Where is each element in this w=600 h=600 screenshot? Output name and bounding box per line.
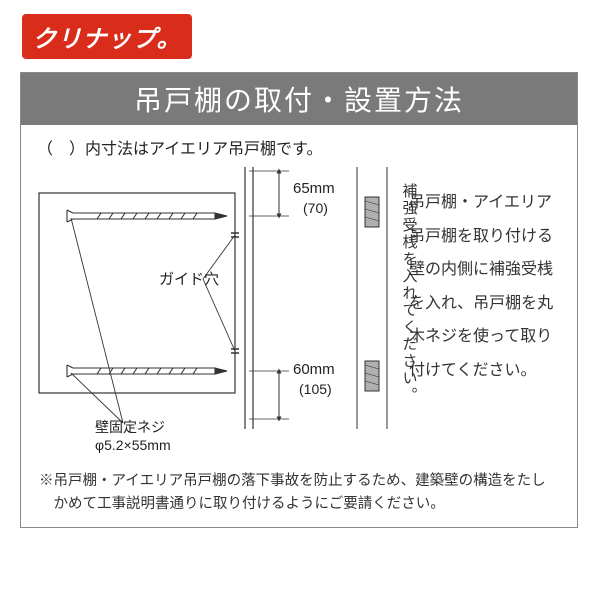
diagram-svg: [31, 161, 431, 451]
brand-logo-text: クリナップ。: [32, 19, 181, 54]
dim-bot-label: 60mm: [293, 361, 335, 378]
page: クリナップ。 吊戸棚の取付・設置方法 （ ）内寸法はアイエリア吊戸棚です。: [0, 0, 600, 600]
screw-spec-label: 壁固定ネジ φ5.2×55mm: [95, 418, 171, 454]
subtitle: （ ）内寸法はアイエリア吊戸棚です。: [37, 135, 322, 159]
instruction-frame: 吊戸棚の取付・設置方法 （ ）内寸法はアイエリア吊戸棚です。: [20, 72, 578, 528]
dim-top-sub: (70): [303, 200, 328, 216]
dim-top-label: 65mm: [293, 180, 335, 197]
guide-hole-label: ガイド穴: [159, 268, 219, 289]
title-bar: 吊戸棚の取付・設置方法: [21, 73, 577, 125]
screw-spec-text: φ5.2×55mm: [95, 437, 171, 453]
page-title: 吊戸棚の取付・設置方法: [134, 79, 464, 119]
dim-bot-sub: (105): [299, 381, 332, 397]
brand-logo: クリナップ。: [22, 14, 192, 59]
footnote: ※吊戸棚・アイエリア吊戸棚の落下事故を防止するため、建築壁の構造をたしかめて工事…: [39, 470, 559, 515]
screw-label-text: 壁固定ネジ: [95, 419, 165, 435]
description-text: 吊戸棚・アイエリア吊戸棚を取り付ける壁の内側に補強受桟を入れ、吊戸棚を丸木ネジを…: [409, 186, 555, 388]
installation-diagram: [31, 161, 431, 451]
